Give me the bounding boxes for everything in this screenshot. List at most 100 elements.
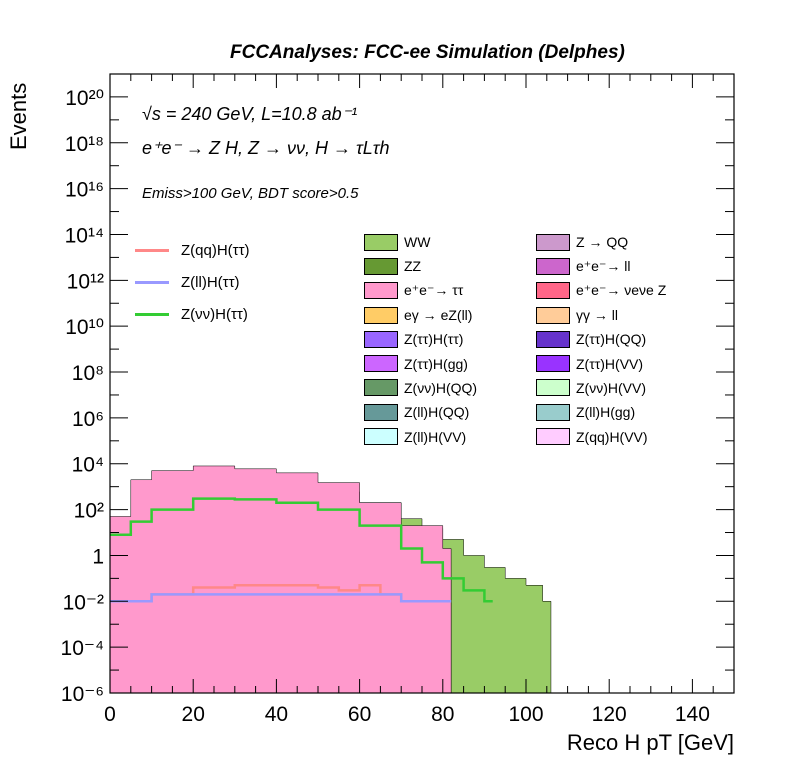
signal-lines [110,497,493,603]
legend-label: Z(ττ)H(QQ) [576,331,647,348]
signal-line-1 [110,593,452,603]
legend-entry: Z(ll)H(VV) [364,424,477,448]
legend-label: γγ → ll [576,307,618,324]
legend-label: Z(ττ)H(VV) [576,355,644,372]
legend-label: Z → QQ [576,234,629,251]
x-tick-label: 140 [675,703,710,726]
legend-label: WW [404,234,431,251]
legend-swatch [536,330,570,348]
signal-legend: Z(qq)H(ττ) Z(ll)H(ττ) Z(νν)H(ττ) [135,234,250,330]
legend-label: Z(ll)H(QQ) [404,404,470,421]
legend-swatch [536,282,570,300]
legend-label: Z(ll)H(ττ) [181,273,240,291]
legend-entry: e⁺e⁻→ ττ [364,279,477,303]
y-tick-label: 10¹⁸ [65,133,104,156]
legend-entry: γγ → ll [536,303,666,327]
x-axis-label: Reco H pT [GeV] [566,730,734,755]
y-tick-label: 1 [92,545,104,568]
y-axis-label: Events [6,82,31,150]
y-tick-label: 10¹⁶ [65,179,104,202]
chart-header: FCCAnalyses: FCC-ee Simulation (Delphes) [230,42,625,63]
y-tick-label: 10²⁰ [65,87,104,110]
legend-swatch [536,257,570,275]
legend-column-2: Z → QQ e⁺e⁻→ ll e⁺e⁻→ νeνe Z γγ → ll Z(ττ)H(… [536,230,666,449]
background-fills [109,465,552,694]
y-tick-label: 10⁻⁴ [61,637,104,660]
y-tick-label: 10⁸ [72,362,104,385]
legend-entry: Z(qq)H(VV) [536,424,666,448]
legend-entry: Z(ll)H(QQ) [364,400,477,424]
signal-legend-entry: Z(νν)H(ττ) [135,298,250,330]
axes: 0 20 40 60 80 100 120 140 10⁻⁶ 10⁻⁴ 10⁻² 1 10² 10⁴ 10⁶… [61,73,735,726]
y-tick-label: 10¹² [67,270,104,293]
legend-label: Z(ττ)H(gg) [404,355,468,372]
signal-legend-entry: Z(ll)H(ττ) [135,266,250,298]
legend-swatch [536,355,570,373]
legend-entry: e⁺e⁻→ ll [536,254,666,278]
x-tick-label: 60 [348,703,371,726]
legend-column-1: WW ZZ e⁺e⁻→ ττ eγ → eZ(ll) Z(ττ)H(ττ) Z(ττ)H(… [364,230,477,449]
legend-swatch [364,355,398,373]
x-tick-label: 100 [508,703,543,726]
legend-line-swatch [135,312,169,316]
energy-annotation: √s = 240 GeV, L=10.8 ab⁻¹ [142,104,358,124]
legend-entry: eγ → eZ(ll) [364,303,477,327]
y-tick-label: 10⁻² [63,591,104,614]
legend-label: e⁺e⁻→ ll [576,257,631,274]
x-tick-label: 80 [431,703,454,726]
legend-swatch [536,233,570,251]
legend-label: ZZ [404,258,422,275]
y-tick-label: 10¹⁰ [65,316,104,339]
legend-entry: Z(ττ)H(gg) [364,351,477,375]
legend-swatch [536,428,570,446]
legend-swatch [364,282,398,300]
legend-entry: Z(ll)H(gg) [536,400,666,424]
y-tick-label: 10² [74,500,104,523]
x-tick-label: 0 [104,703,116,726]
legend-swatch [536,306,570,324]
signal-line-2 [110,497,493,603]
legend-label: Z(ττ)H(ττ) [404,331,464,348]
x-tick-label: 20 [182,703,205,726]
legend-swatch [364,428,398,446]
cuts-annotation: Emiss>100 GeV, BDT score>0.5 [142,185,359,202]
legend-label: e⁺e⁻→ ττ [404,282,464,299]
legend-entry: Z(ττ)H(VV) [536,351,666,375]
legend-swatch [364,403,398,421]
y-tick-label: 10¹⁴ [65,224,104,247]
legend-swatch [364,306,398,324]
legend-swatch [536,403,570,421]
legend-entry: Z(ττ)H(ττ) [364,327,477,351]
process-annotation: e⁺e⁻ → Z H, Z → νν, H → τLτh [142,138,390,158]
x-tick-label: 40 [265,703,288,726]
legend-entry: Z → QQ [536,230,666,254]
legend-swatch [364,257,398,275]
legend-label: Z(νν)H(VV) [576,379,646,396]
legend-swatch [364,330,398,348]
background-area-2 [109,465,452,694]
legend-label: Z(ll)H(gg) [576,404,636,421]
legend-entry: e⁺e⁻→ νeνe Z [536,279,666,303]
legend-swatch [364,379,398,397]
legend-swatch [536,379,570,397]
legend-label: Z(νν)H(QQ) [404,379,478,396]
legend-line-swatch [135,248,169,252]
legend-swatch [364,233,398,251]
legend-entry: WW [364,230,477,254]
legend-label: Z(qq)H(ττ) [181,241,250,259]
legend-entry: Z(νν)H(QQ) [364,376,477,400]
signal-legend-entry: Z(qq)H(ττ) [135,234,250,266]
legend-entry: Z(νν)H(VV) [536,376,666,400]
legend-label: Z(ll)H(VV) [404,428,467,445]
legend-entry: ZZ [364,254,477,278]
y-tick-label: 10⁴ [72,454,104,477]
x-tick-label: 120 [592,703,627,726]
y-tick-label: 10⁻⁶ [61,683,104,706]
legend-entry: Z(ττ)H(QQ) [536,327,666,351]
y-tick-label: 10⁶ [72,408,104,431]
legend-label: e⁺e⁻→ νeνe Z [576,282,667,299]
legend-label: eγ → eZ(ll) [404,307,473,324]
legend-label: Z(νν)H(ττ) [181,305,248,323]
legend-label: Z(qq)H(VV) [576,428,648,445]
